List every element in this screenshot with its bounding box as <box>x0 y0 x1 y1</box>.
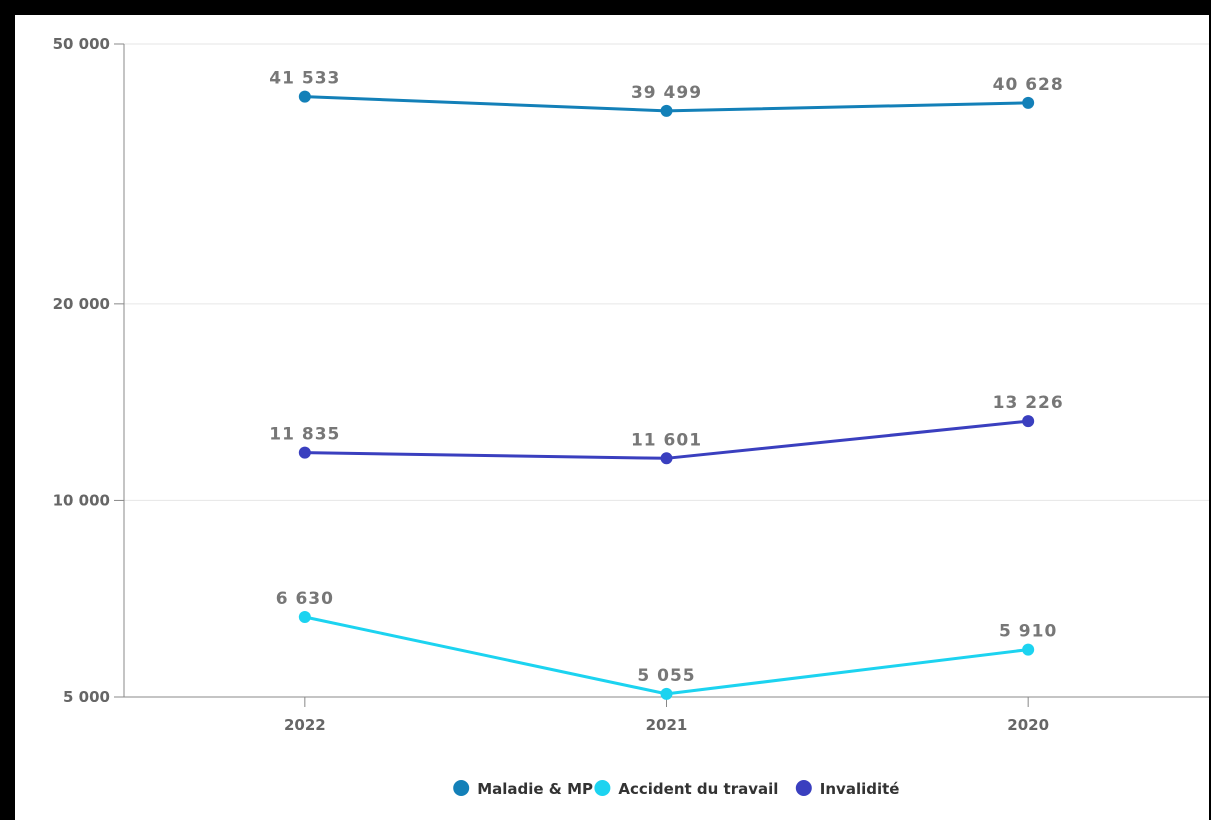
legend: Maladie & MP Accident du travail Invalidit… <box>453 780 899 798</box>
series-invalidit-: 11 835 11 601 13 226 <box>269 393 1064 465</box>
y-tick-label: 5 000 <box>63 688 110 706</box>
data-point <box>660 452 673 465</box>
data-point <box>1022 96 1035 109</box>
legend-item: Accident du travail <box>594 780 778 798</box>
grid-lines <box>124 43 1209 501</box>
data-point <box>1022 643 1035 656</box>
data-label: 5 910 <box>999 622 1057 642</box>
data-label: 13 226 <box>993 393 1064 413</box>
y-tick-label: 10 000 <box>53 491 110 509</box>
legend-marker <box>594 780 611 796</box>
x-tick-label: 2020 <box>1007 716 1049 734</box>
data-point <box>298 610 311 623</box>
data-label: 11 601 <box>631 430 702 450</box>
legend-marker <box>453 780 470 796</box>
legend-item: Maladie & MP <box>453 780 593 798</box>
data-point <box>1022 415 1035 428</box>
data-label: 11 835 <box>269 425 340 445</box>
series-maladie-mp: 41 533 39 499 40 628 <box>269 69 1063 117</box>
x-tick-label: 2021 <box>646 716 688 734</box>
legend-label: Accident du travail <box>618 780 778 798</box>
data-label: 6 630 <box>276 589 334 609</box>
legend-label: Maladie & MP <box>477 780 593 798</box>
data-point <box>660 687 673 700</box>
data-label: 39 499 <box>631 83 702 103</box>
data-label: 40 628 <box>993 75 1064 95</box>
legend-marker <box>795 780 812 796</box>
y-tick-label: 50 000 <box>53 35 110 53</box>
data-label: 5 055 <box>637 666 695 686</box>
data-point <box>298 446 311 459</box>
data-label: 41 533 <box>269 69 340 89</box>
data-point <box>298 90 311 103</box>
data-point <box>660 104 673 117</box>
y-tick-label: 20 000 <box>53 295 110 313</box>
x-tick-label: 2022 <box>284 716 326 734</box>
series-accident-du-travail: 6 630 5 055 5 910 <box>276 589 1057 700</box>
legend-label: Invalidité <box>820 780 900 798</box>
legend-item: Invalidité <box>795 780 900 798</box>
